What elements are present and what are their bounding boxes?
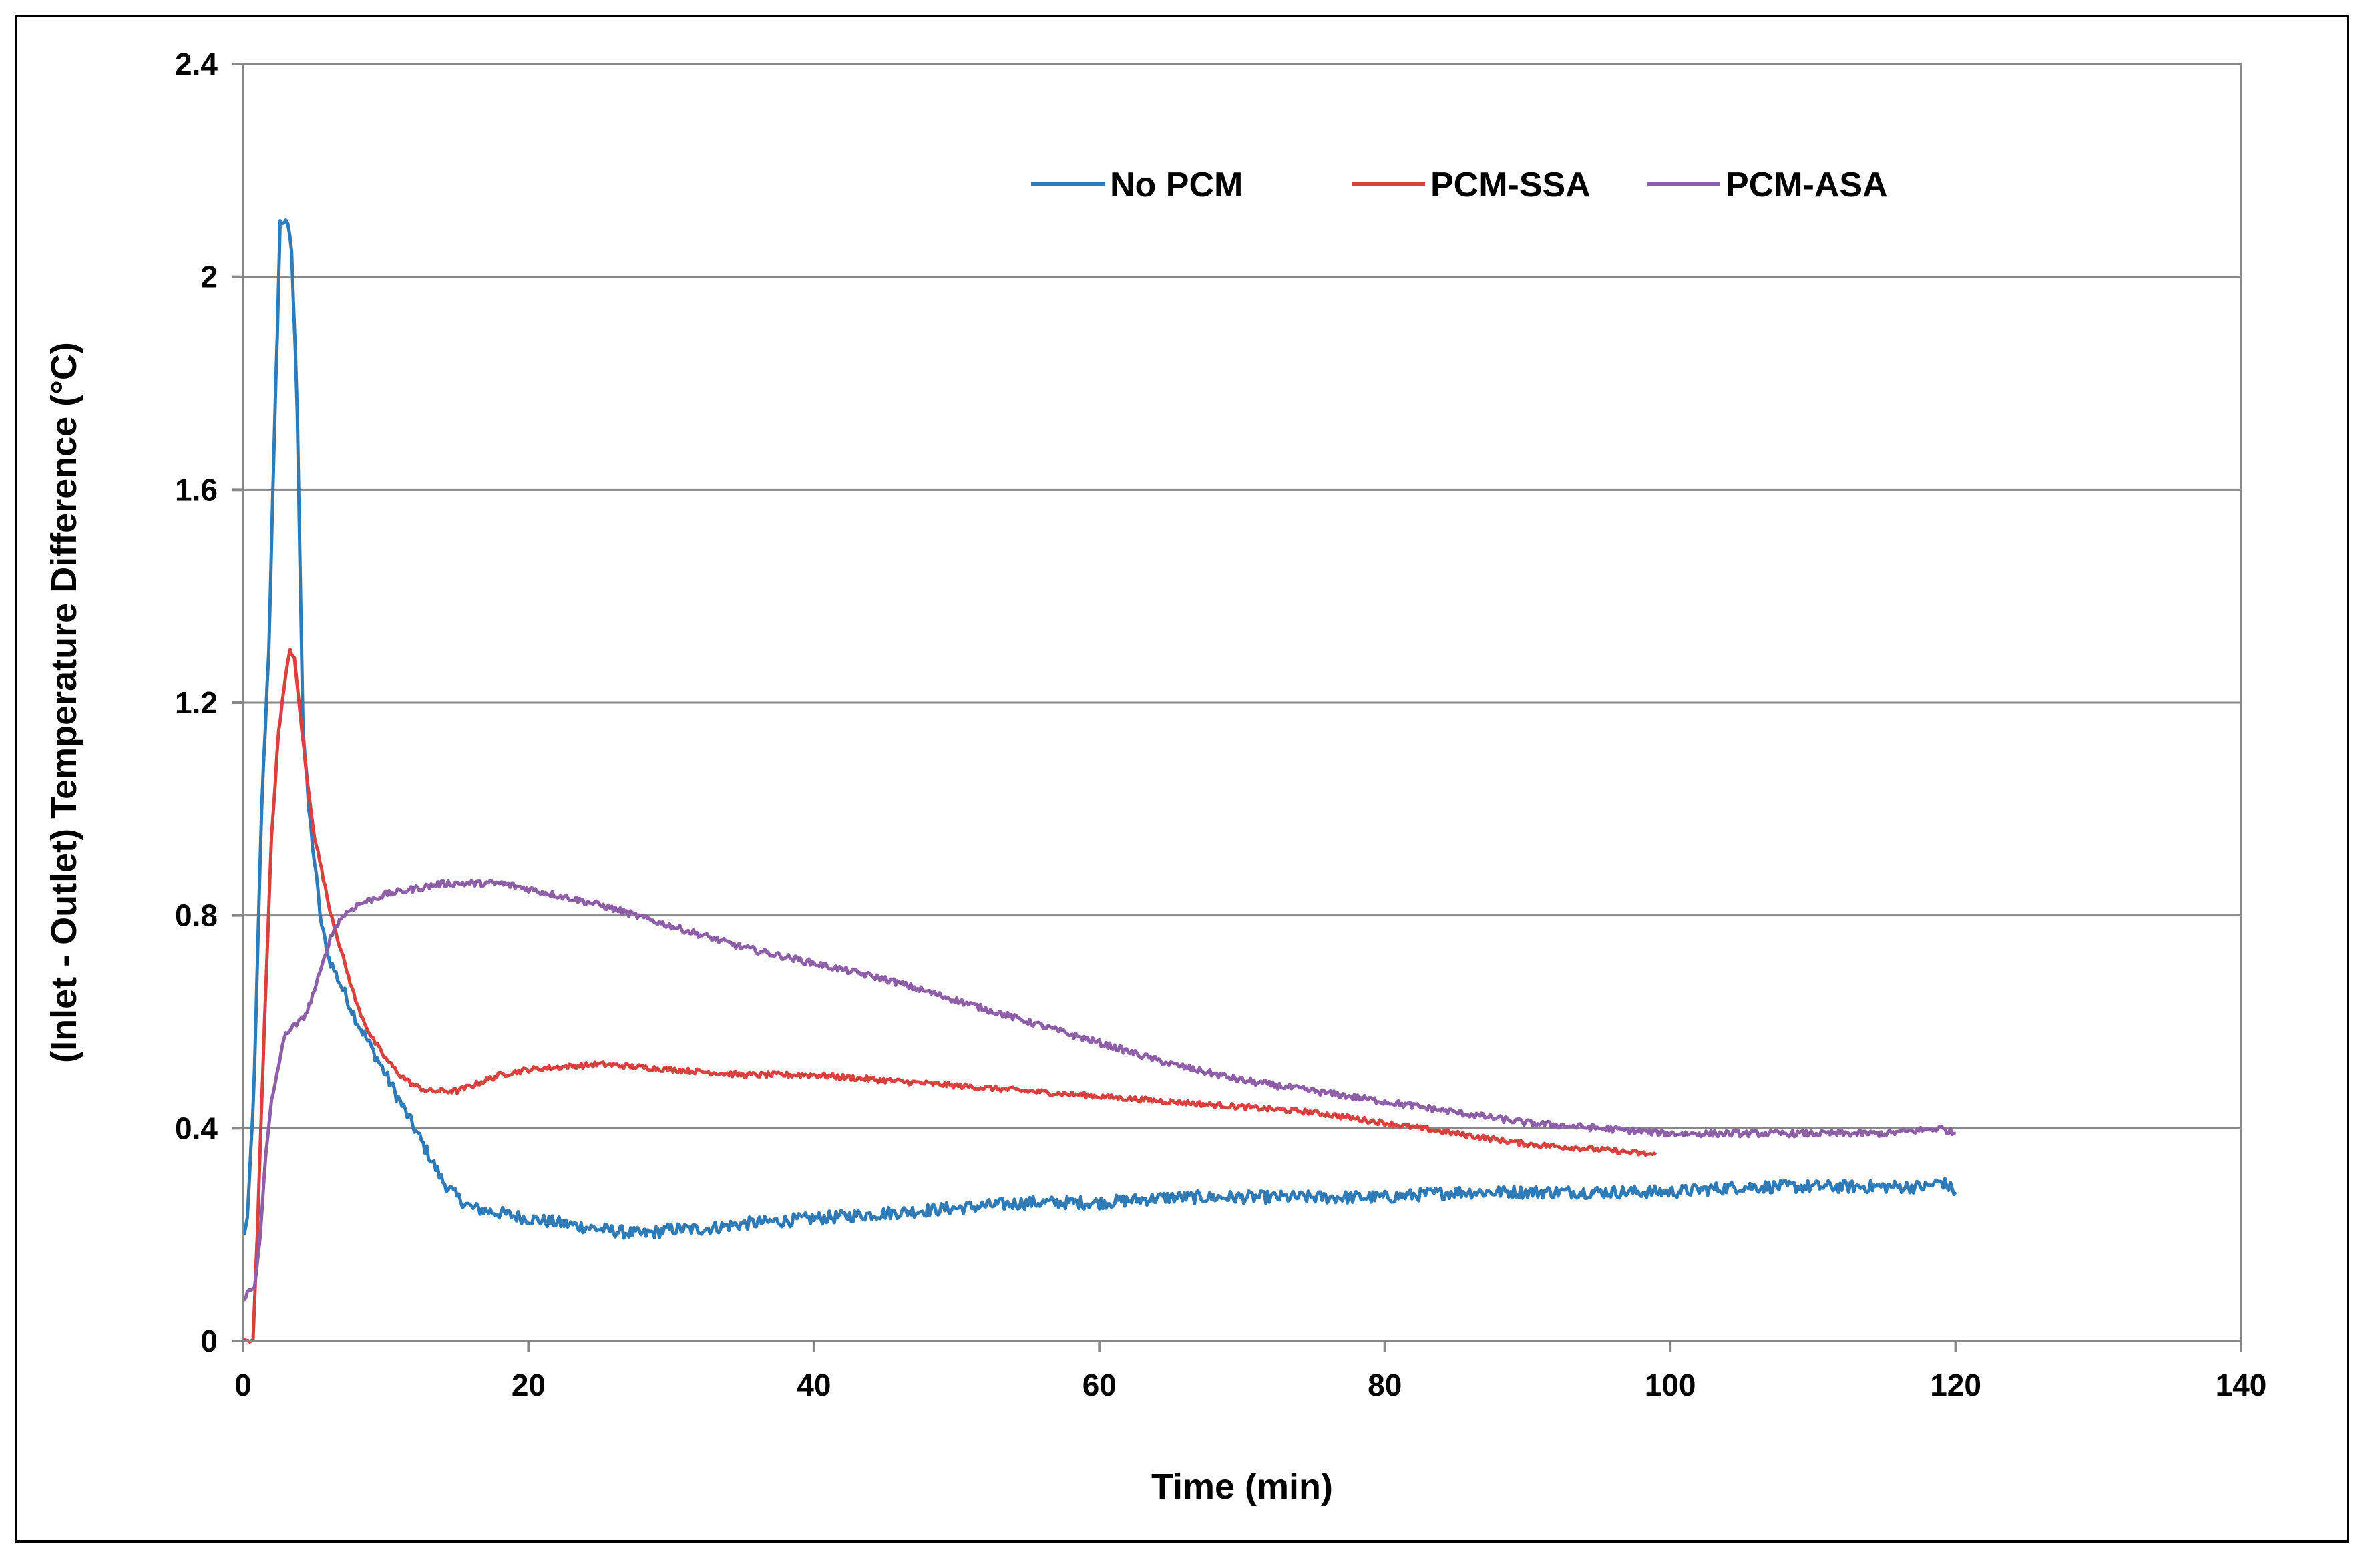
series-group bbox=[241, 218, 1957, 1344]
y-tick-label: 1.2 bbox=[175, 685, 218, 720]
y-tick-label: 0 bbox=[200, 1324, 218, 1358]
chart-frame: 0 20 40 60 80 100 120 140 0 0.4 0.8 1.2 1.6 2 2.4 No P… bbox=[15, 15, 2349, 1543]
y-axis-label: (Inlet - Outlet) Temperature Difference … bbox=[44, 342, 84, 1063]
legend-label: PCM-SSA bbox=[1430, 166, 1591, 204]
x-tick-label: 40 bbox=[797, 1368, 831, 1402]
y-tick-label: 2.4 bbox=[175, 47, 218, 81]
legend-label: No PCM bbox=[1110, 166, 1243, 204]
x-axis-label: Time (min) bbox=[1151, 1466, 1333, 1507]
x-tick-label: 20 bbox=[512, 1368, 546, 1402]
tick-labels: 0 20 40 60 80 100 120 140 0 0.4 0.8 1.2 1.6 2 2.4 bbox=[175, 47, 2266, 1402]
legend-item: PCM-SSA bbox=[1352, 166, 1591, 204]
axes bbox=[232, 63, 2242, 1352]
x-tick-label: 120 bbox=[1930, 1368, 1981, 1402]
x-tick-label: 60 bbox=[1082, 1368, 1117, 1402]
legend-label: PCM-ASA bbox=[1726, 166, 1888, 204]
x-tick-label: 100 bbox=[1645, 1368, 1696, 1402]
legend: No PCM PCM-SSA PCM-ASA bbox=[1031, 166, 1888, 204]
x-tick-label: 80 bbox=[1368, 1368, 1402, 1402]
gridlines bbox=[243, 63, 2241, 1129]
x-tick-label: 140 bbox=[2216, 1368, 2267, 1402]
series-line-no-pcm bbox=[242, 218, 1957, 1240]
y-tick-label: 0.8 bbox=[175, 898, 218, 933]
legend-item: No PCM bbox=[1031, 166, 1243, 204]
line-chart: 0 20 40 60 80 100 120 140 0 0.4 0.8 1.2 1.6 2 2.4 No P… bbox=[44, 47, 2266, 1507]
y-tick-label: 2 bbox=[200, 260, 218, 295]
series-line-pcm-asa bbox=[241, 878, 1956, 1302]
x-tick-label: 0 bbox=[234, 1368, 252, 1402]
series-line-pcm-ssa bbox=[242, 648, 1657, 1344]
legend-item: PCM-ASA bbox=[1647, 166, 1888, 204]
y-tick-label: 0.4 bbox=[175, 1111, 218, 1145]
y-tick-label: 1.6 bbox=[175, 472, 218, 507]
